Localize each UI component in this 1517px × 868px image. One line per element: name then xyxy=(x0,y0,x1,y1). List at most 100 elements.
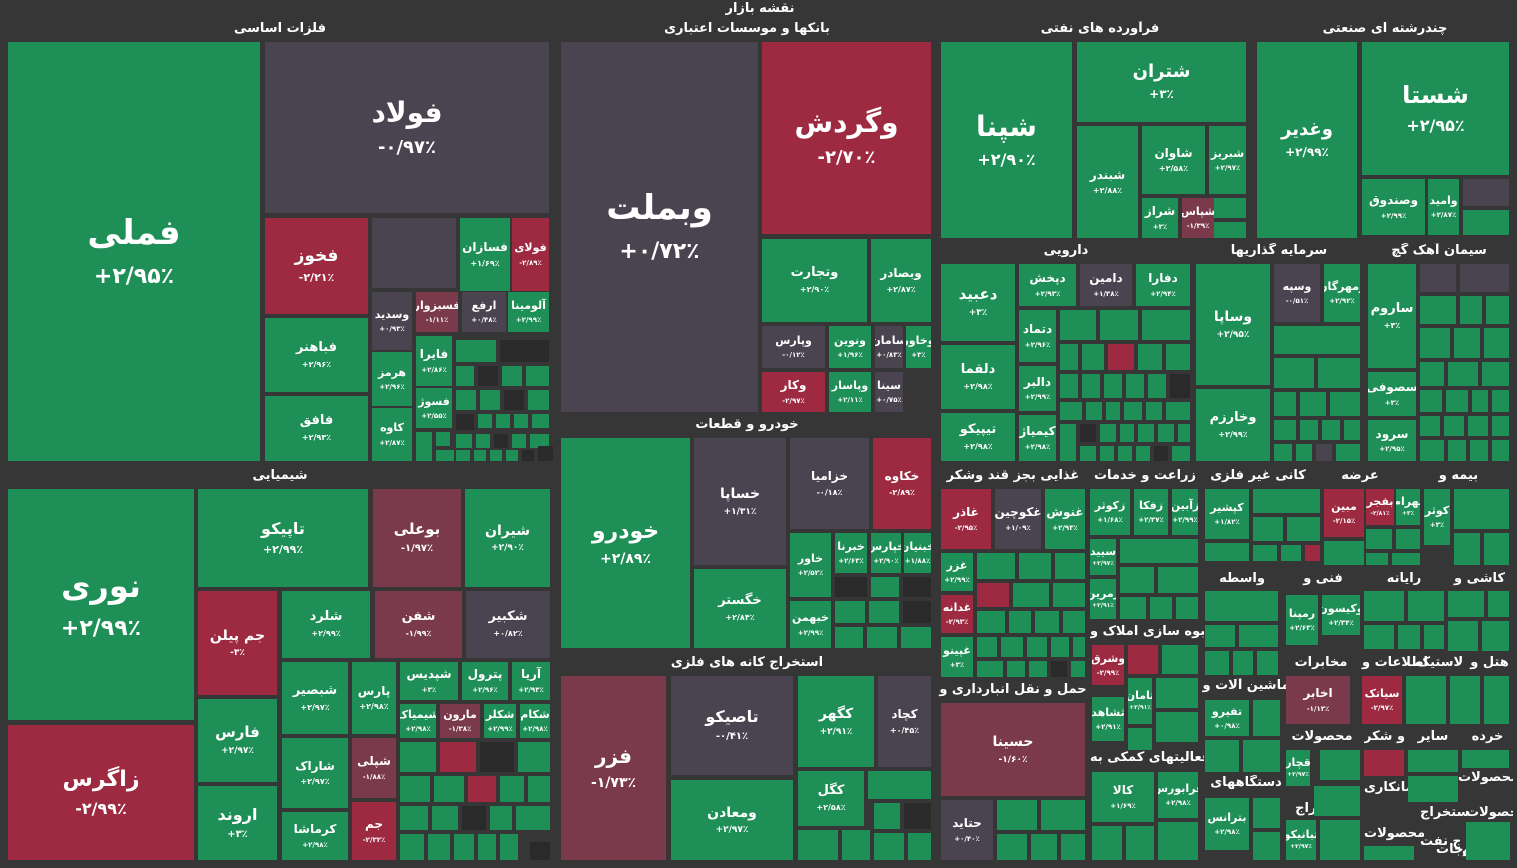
stock-tile[interactable] xyxy=(1055,553,1085,579)
stock-tile[interactable] xyxy=(478,414,492,428)
stock-tile[interactable] xyxy=(1420,296,1456,324)
stock-tile[interactable]: ومهرگان +۲/۹۲٪ xyxy=(1324,264,1360,322)
stock-tile[interactable]: دفارا +۲/۹۴٪ xyxy=(1136,264,1190,306)
stock-tile[interactable] xyxy=(1257,651,1278,675)
stock-tile[interactable]: شکلر +۲/۹۹٪ xyxy=(484,704,516,738)
stock-tile[interactable] xyxy=(1488,591,1509,617)
stock-tile[interactable]: وکار -۲/۹۷٪ xyxy=(762,372,825,412)
stock-tile[interactable] xyxy=(1300,420,1318,440)
stock-tile[interactable] xyxy=(500,834,518,860)
stock-tile[interactable]: زکوثر +۱/۶۸٪ xyxy=(1090,489,1130,535)
stock-tile[interactable]: وتجارت +۲/۹۰٪ xyxy=(762,239,867,322)
stock-tile[interactable] xyxy=(1082,344,1104,370)
stock-tile[interactable] xyxy=(1364,846,1414,860)
stock-tile[interactable]: فسازان +۱/۶۹٪ xyxy=(460,218,510,291)
stock-tile[interactable] xyxy=(1158,567,1198,593)
stock-tile[interactable] xyxy=(1364,750,1404,776)
stock-tile[interactable] xyxy=(1364,625,1394,649)
stock-tile[interactable] xyxy=(908,833,931,860)
stock-tile[interactable]: حتاید +۰/۴۰٪ xyxy=(941,800,993,860)
stock-tile[interactable] xyxy=(1063,611,1085,633)
stock-tile[interactable] xyxy=(1424,625,1444,649)
stock-tile[interactable] xyxy=(1454,489,1509,529)
stock-tile[interactable] xyxy=(1406,676,1446,724)
stock-tile[interactable] xyxy=(1420,328,1450,358)
stock-tile[interactable]: خاور +۲/۵۲٪ xyxy=(790,533,831,597)
stock-tile[interactable]: شپنا +۲/۹۰٪ xyxy=(941,42,1072,238)
stock-tile[interactable] xyxy=(532,414,549,428)
stock-tile[interactable]: تفیرو +۰/۹۸٪ xyxy=(1205,700,1249,736)
stock-tile[interactable]: وشرق -۲/۹۹٪ xyxy=(1092,645,1124,685)
stock-tile[interactable] xyxy=(1120,597,1146,619)
stock-tile[interactable] xyxy=(436,432,450,446)
stock-tile[interactable] xyxy=(1318,358,1360,388)
stock-tile[interactable]: زآبین +۲/۹۹٪ xyxy=(1172,489,1198,535)
stock-tile[interactable] xyxy=(1322,420,1340,440)
stock-tile[interactable] xyxy=(1274,326,1360,354)
stock-tile[interactable]: غپینو +۳٪ xyxy=(941,637,973,677)
stock-tile[interactable] xyxy=(1060,374,1078,398)
stock-tile[interactable]: شبریز +۲/۹۷٪ xyxy=(1209,126,1246,194)
stock-tile[interactable] xyxy=(1100,446,1114,461)
stock-tile[interactable] xyxy=(1148,374,1166,398)
stock-tile[interactable] xyxy=(835,601,865,623)
stock-tile[interactable]: دپخش +۲/۹۳٪ xyxy=(1019,264,1076,306)
stock-tile[interactable]: زاگرس -۲/۹۹٪ xyxy=(8,725,194,860)
stock-tile[interactable] xyxy=(1274,420,1296,440)
stock-tile[interactable] xyxy=(436,450,454,461)
stock-tile[interactable] xyxy=(1146,402,1162,420)
stock-tile[interactable]: پترول +۲/۹۶٪ xyxy=(462,662,508,700)
stock-tile[interactable] xyxy=(456,414,474,430)
stock-tile[interactable]: بترانس +۲/۹۸٪ xyxy=(1205,798,1249,850)
stock-tile[interactable] xyxy=(1100,310,1138,340)
stock-tile[interactable]: رمپنا +۲/۶۳٪ xyxy=(1286,595,1318,645)
stock-tile[interactable]: خبهمن +۲/۹۹٪ xyxy=(790,601,831,648)
stock-tile[interactable]: شاوان +۲/۵۸٪ xyxy=(1142,126,1205,194)
stock-tile[interactable] xyxy=(1420,440,1444,461)
stock-tile[interactable] xyxy=(977,553,1015,579)
stock-tile[interactable] xyxy=(1007,661,1025,677)
stock-tile[interactable]: وگردش -۲/۷۰٪ xyxy=(762,42,931,234)
stock-tile[interactable]: ارفع +۰/۴۸٪ xyxy=(462,292,506,332)
stock-tile[interactable]: مبین -۲/۱۵٪ xyxy=(1324,489,1364,537)
stock-tile[interactable] xyxy=(1051,661,1067,677)
stock-tile[interactable] xyxy=(1392,553,1420,565)
stock-tile[interactable] xyxy=(1041,800,1085,830)
stock-tile[interactable]: وصندوق +۲/۹۹٪ xyxy=(1362,179,1425,235)
stock-tile[interactable] xyxy=(1448,440,1466,461)
stock-tile[interactable] xyxy=(504,390,524,410)
stock-tile[interactable] xyxy=(1314,786,1360,816)
stock-tile[interactable] xyxy=(842,830,870,860)
stock-tile[interactable] xyxy=(1492,440,1509,461)
stock-tile[interactable] xyxy=(1344,420,1360,440)
stock-tile[interactable] xyxy=(1027,637,1047,657)
stock-tile[interactable] xyxy=(1150,597,1172,619)
stock-tile[interactable]: اروند +۳٪ xyxy=(198,786,277,860)
stock-tile[interactable]: دلقما +۲/۹۸٪ xyxy=(941,345,1015,409)
stock-tile[interactable] xyxy=(1253,545,1277,561)
stock-tile[interactable] xyxy=(1253,489,1320,513)
stock-tile[interactable] xyxy=(1205,740,1239,772)
stock-tile[interactable] xyxy=(1158,424,1174,442)
stock-tile[interactable] xyxy=(1035,611,1059,633)
stock-tile[interactable]: دعبید +۳٪ xyxy=(941,264,1015,341)
stock-tile[interactable] xyxy=(416,432,432,461)
stock-tile[interactable]: شپلی -۱/۸۸٪ xyxy=(352,738,396,798)
stock-tile[interactable]: غکوچین +۱/۰۹٪ xyxy=(995,489,1041,549)
stock-tile[interactable] xyxy=(1398,625,1420,649)
stock-tile[interactable]: تیپیکو +۲/۹۸٪ xyxy=(941,413,1015,461)
stock-tile[interactable] xyxy=(1448,591,1484,617)
stock-tile[interactable]: شستا +۲/۹۵٪ xyxy=(1362,42,1509,175)
stock-tile[interactable] xyxy=(400,776,430,802)
stock-tile[interactable]: هرمز +۲/۹۶٪ xyxy=(372,352,412,406)
stock-tile[interactable] xyxy=(494,434,508,448)
stock-tile[interactable]: شپاس -۱/۳۹٪ xyxy=(1182,198,1214,238)
stock-tile[interactable]: شکبیر +۰/۸۲٪ xyxy=(466,591,550,658)
stock-tile[interactable]: سامان +۰/۸۳٪ xyxy=(875,326,903,368)
stock-tile[interactable] xyxy=(1320,820,1360,860)
stock-tile[interactable]: غزر +۲/۹۹٪ xyxy=(941,553,973,591)
stock-tile[interactable] xyxy=(1120,424,1134,442)
stock-tile[interactable] xyxy=(1454,328,1480,358)
stock-tile[interactable] xyxy=(400,742,436,772)
stock-tile[interactable] xyxy=(1205,625,1235,647)
